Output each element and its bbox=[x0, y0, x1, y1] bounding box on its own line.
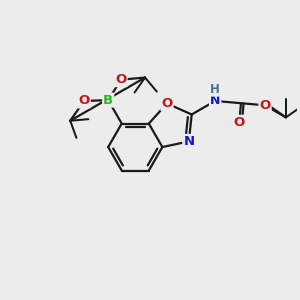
Text: O: O bbox=[116, 73, 127, 86]
Text: B: B bbox=[103, 94, 113, 106]
Text: N: N bbox=[183, 135, 194, 148]
Text: O: O bbox=[260, 99, 271, 112]
Text: N: N bbox=[210, 94, 220, 107]
Text: O: O bbox=[234, 116, 245, 129]
Text: H: H bbox=[210, 83, 220, 96]
Text: O: O bbox=[78, 94, 90, 107]
Text: O: O bbox=[161, 97, 172, 110]
